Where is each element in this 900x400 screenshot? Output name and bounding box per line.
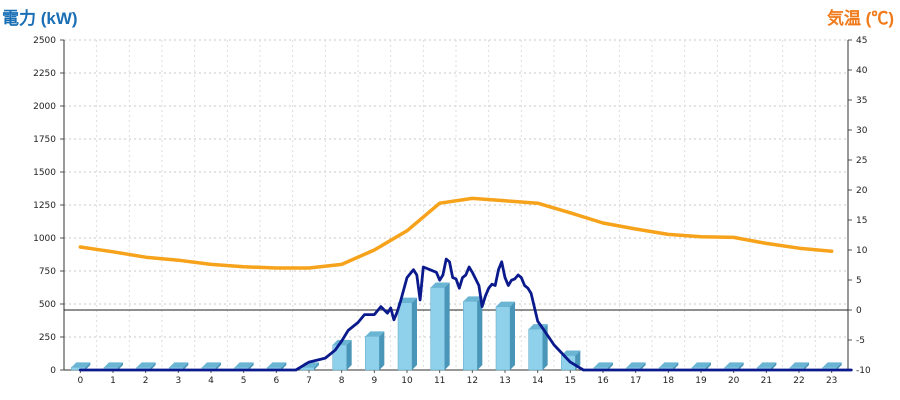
left-tick-label: 1000: [33, 234, 56, 244]
x-tick-label: 19: [695, 376, 707, 386]
x-tick-label: 12: [467, 376, 478, 386]
x-tick-label: 8: [339, 376, 345, 386]
right-tick-label: 20: [856, 186, 868, 196]
bar: [430, 282, 450, 371]
right-tick-label: 45: [856, 36, 867, 46]
x-tick-label: 7: [306, 376, 312, 386]
right-tick-label: 30: [856, 126, 868, 136]
left-axis-title: 電力 (kW): [2, 9, 78, 28]
temperature-line: [78, 196, 834, 270]
x-tick-label: 13: [499, 376, 510, 386]
x-tick-label: 1: [110, 376, 116, 386]
left-tick-label: 250: [39, 333, 56, 343]
x-tick-label: 2: [143, 376, 149, 386]
right-tick-label: 0: [856, 306, 862, 316]
left-tick-label: 2500: [33, 36, 56, 46]
x-tick-label: 6: [273, 376, 279, 386]
x-tick-label: 15: [565, 376, 576, 386]
left-tick-label: 0: [50, 366, 56, 376]
bar: [332, 339, 352, 371]
right-tick-label: 5: [856, 276, 862, 286]
left-tick-label: 2250: [33, 69, 56, 79]
right-tick-label: 10: [856, 246, 868, 256]
left-tick-label: 1250: [33, 201, 56, 211]
x-tick-label: 21: [761, 376, 772, 386]
x-tick-label: 5: [241, 376, 247, 386]
left-tick-label: 500: [39, 300, 56, 310]
bar: [463, 296, 483, 371]
right-tick-label: -10: [856, 366, 871, 376]
right-axis-title: 気温 (℃): [826, 9, 894, 28]
right-tick-label: 40: [856, 66, 868, 76]
bar: [495, 301, 515, 371]
bar: [365, 331, 385, 371]
x-tick-label: 17: [630, 376, 641, 386]
right-tick-label: 25: [856, 156, 867, 166]
x-tick-label: 4: [208, 376, 214, 386]
x-tick-label: 9: [371, 376, 377, 386]
x-tick-label: 10: [401, 376, 413, 386]
bar: [561, 350, 581, 371]
left-tick-label: 2000: [33, 102, 56, 112]
left-tick-label: 1750: [33, 135, 56, 145]
power-line: [78, 257, 853, 372]
bar: [71, 362, 91, 371]
x-tick-label: 11: [434, 376, 445, 386]
x-tick-label: 20: [728, 376, 740, 386]
right-tick-label: 15: [856, 216, 867, 226]
x-tick-label: 0: [77, 376, 83, 386]
x-tick-label: 3: [175, 376, 181, 386]
right-tick-label: 35: [856, 96, 867, 106]
left-tick-label: 1500: [33, 168, 56, 178]
left-tick-label: 750: [39, 267, 56, 277]
bar: [397, 297, 417, 371]
x-tick-label: 16: [597, 376, 609, 386]
x-tick-label: 23: [826, 376, 837, 386]
right-tick-label: -5: [856, 336, 865, 346]
x-tick-label: 22: [793, 376, 804, 386]
x-tick-label: 18: [663, 376, 675, 386]
x-tick-label: 14: [532, 376, 544, 386]
